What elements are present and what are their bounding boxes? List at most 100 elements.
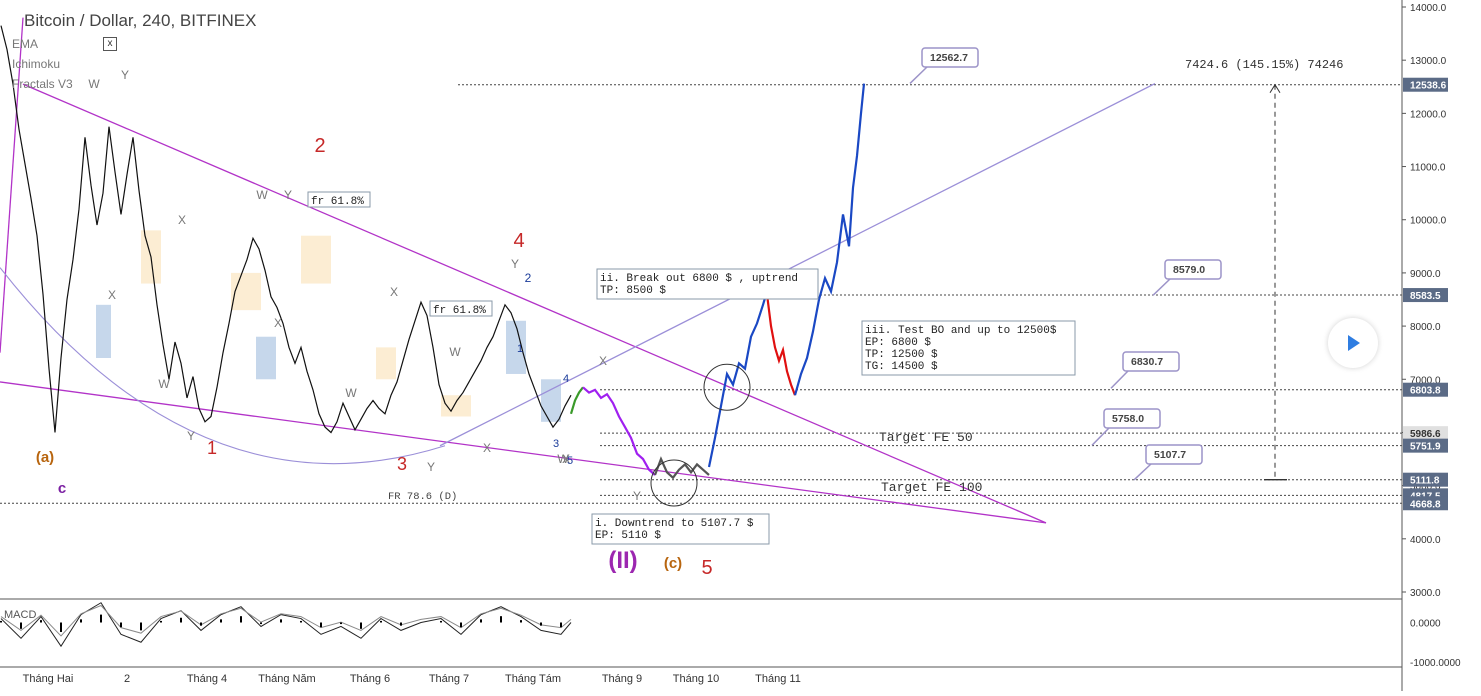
projection-blue-rise bbox=[707, 291, 769, 468]
test-bo-note-text: EP: 6800 $ bbox=[865, 337, 931, 349]
callout-box bbox=[1103, 408, 1161, 429]
y-tick-label: 7000.0 bbox=[1410, 375, 1441, 386]
measurement-label: 7424.6 (145.15%) 74246 bbox=[1185, 58, 1343, 72]
axis-price-text: 5986.6 bbox=[1410, 429, 1441, 440]
callout-pointer bbox=[1110, 370, 1129, 389]
callout-label: 6830.7 bbox=[1131, 356, 1163, 368]
ichimoku-cloud bbox=[541, 379, 561, 422]
callout-pointer bbox=[1152, 278, 1171, 296]
downtrend-note-text: i. Downtrend to 5107.7 $ bbox=[595, 518, 754, 530]
test-bo-note-text: TG: 14500 $ bbox=[865, 361, 938, 373]
indicator-ichimoku[interactable]: Ichimoku bbox=[12, 57, 61, 71]
y-tick-label: 8000.0 bbox=[1410, 322, 1441, 333]
callout-label: 5758.0 bbox=[1112, 413, 1144, 425]
y-tick-label: 4000.0 bbox=[1410, 535, 1441, 546]
y-tick-label: 3000.0 bbox=[1410, 588, 1441, 599]
wave-label: 3 bbox=[553, 438, 559, 450]
macd-signal-line bbox=[0, 604, 572, 637]
wave-label: X bbox=[390, 285, 398, 299]
axis-price-text: 6803.8 bbox=[1410, 386, 1441, 397]
indicator-ema[interactable]: EMA bbox=[12, 37, 39, 51]
x-tick-label: Tháng 10 bbox=[673, 673, 719, 685]
wave-label: Y bbox=[511, 257, 519, 271]
wave-label: Y bbox=[427, 460, 435, 474]
wedge-left-line bbox=[0, 17, 24, 353]
fan-line bbox=[439, 83, 1156, 447]
indicator-fractals[interactable]: Fractals V3 bbox=[12, 77, 73, 91]
callout-box bbox=[921, 47, 979, 68]
macd-label: MACD bbox=[4, 609, 36, 621]
wave-label: 3 bbox=[397, 454, 407, 474]
macd-tick-label: 0.0000 bbox=[1410, 619, 1441, 630]
projection-green bbox=[569, 386, 584, 415]
fib-box bbox=[429, 300, 493, 317]
wave-label: X bbox=[599, 354, 607, 368]
y-tick-label: 10000.0 bbox=[1410, 216, 1447, 227]
ichimoku-cloud bbox=[301, 235, 331, 284]
y-tick-label: 12000.0 bbox=[1410, 109, 1447, 120]
axis-price-label: 5986.6 bbox=[1403, 426, 1448, 441]
wave-label: X bbox=[178, 213, 186, 227]
callout-label: 5107.7 bbox=[1154, 449, 1186, 461]
axis-price-bg bbox=[1403, 472, 1448, 487]
target-fe100-label: Target FE 100 bbox=[881, 480, 982, 495]
macd-line bbox=[0, 602, 572, 648]
wave-label: 4 bbox=[513, 230, 524, 252]
circle-marker bbox=[650, 459, 698, 507]
wave-label: X bbox=[483, 441, 491, 455]
axis-price-text: 5751.9 bbox=[1410, 442, 1441, 453]
axis-price-label: 6803.8 bbox=[1403, 382, 1448, 397]
wave-label: W bbox=[256, 188, 268, 202]
wave-label: W bbox=[88, 77, 100, 91]
close-indicator-button[interactable]: x bbox=[103, 37, 117, 51]
callout-label: 8579.0 bbox=[1173, 264, 1205, 276]
test-bo-note-text: iii. Test BO and up to 12500$ bbox=[865, 325, 1057, 337]
wave-label: W bbox=[158, 377, 170, 391]
wave-label: X bbox=[274, 316, 282, 330]
y-tick-label: 13000.0 bbox=[1410, 56, 1447, 67]
circle-marker bbox=[703, 363, 751, 411]
callout-pointer bbox=[1133, 463, 1152, 481]
axis-price-bg bbox=[1403, 438, 1448, 453]
wave-label: 1 bbox=[517, 343, 523, 355]
wave-label: 2 bbox=[525, 271, 532, 285]
wave-label: 5 bbox=[701, 557, 712, 579]
axis-price-bg bbox=[1403, 426, 1448, 441]
test-bo-note-box bbox=[861, 320, 1076, 376]
axis-price-text: 8583.5 bbox=[1410, 291, 1441, 302]
play-icon bbox=[1348, 335, 1360, 351]
axis-price-text: 4668.8 bbox=[1410, 499, 1441, 510]
wave-label: (c) bbox=[664, 555, 682, 572]
x-tick-label: Tháng 11 bbox=[755, 673, 801, 685]
wave-label: X bbox=[108, 288, 116, 302]
callout-box bbox=[1145, 444, 1203, 465]
axis-price-label: 4668.8 bbox=[1403, 496, 1448, 511]
callout-pointer bbox=[1091, 427, 1110, 446]
axis-price-text: 5111.8 bbox=[1410, 476, 1440, 487]
projection-purple bbox=[582, 386, 656, 476]
x-tick-label: Tháng 6 bbox=[350, 673, 390, 685]
ichimoku-cloud bbox=[231, 272, 261, 311]
wave-label: (a) bbox=[36, 449, 54, 466]
x-tick-label: Tháng Hai bbox=[23, 673, 74, 685]
y-tick-label: 5000.0 bbox=[1410, 482, 1441, 493]
fib-label: fr 61.8% bbox=[311, 196, 364, 208]
fib-label: fr 61.8% bbox=[433, 305, 486, 317]
x-tick-label: Tháng 9 bbox=[602, 673, 642, 685]
wave-label: W bbox=[557, 452, 569, 466]
axis-price-label: 12538.6 bbox=[1403, 77, 1448, 92]
axis-price-text: 12538.6 bbox=[1410, 81, 1447, 92]
axis-price-bg bbox=[1403, 77, 1448, 92]
break-out-note-text: TP: 8500 $ bbox=[600, 285, 666, 297]
ichimoku-cloud bbox=[441, 395, 471, 417]
wave-label: Y bbox=[187, 429, 195, 443]
ichimoku-cloud bbox=[256, 336, 276, 380]
wedge-upper-line bbox=[22, 83, 1047, 524]
wave-label: Y bbox=[284, 188, 292, 202]
price-series bbox=[0, 25, 572, 434]
callout-box bbox=[1164, 259, 1222, 280]
y-tick-label: 11000.0 bbox=[1410, 163, 1446, 174]
replay-play-button[interactable] bbox=[1328, 318, 1378, 368]
